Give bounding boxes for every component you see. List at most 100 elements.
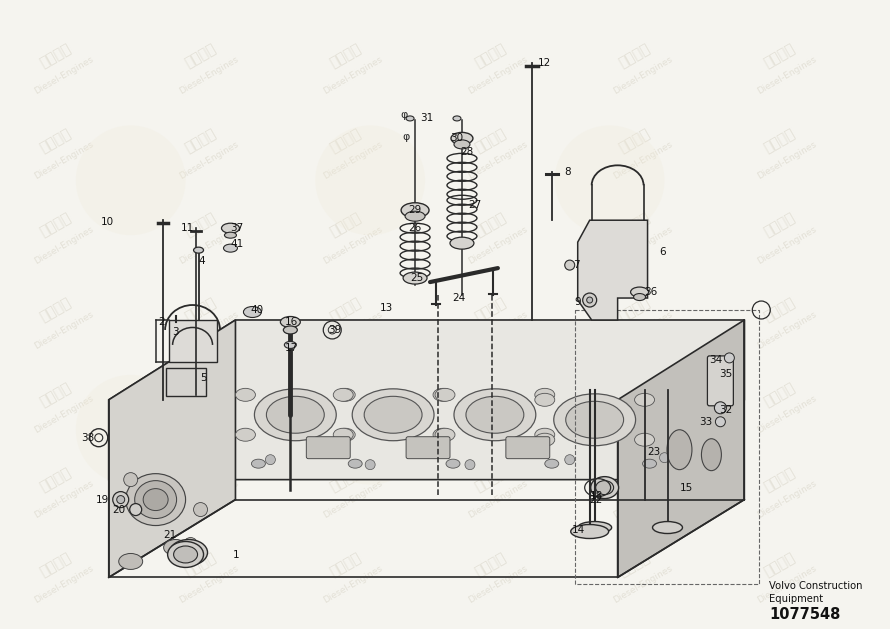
Circle shape [724,353,734,363]
Ellipse shape [134,481,176,518]
Circle shape [715,402,726,414]
Text: 16: 16 [285,317,297,327]
Text: 33: 33 [700,417,713,426]
Text: 紫发动力: 紫发动力 [328,550,363,579]
Text: Diesel-Engines: Diesel-Engines [611,479,674,520]
Text: Diesel-Engines: Diesel-Engines [322,479,384,520]
Text: 紫发动力: 紫发动力 [472,41,508,70]
Ellipse shape [545,459,559,468]
Text: 10: 10 [101,217,114,227]
Text: 紫发动力: 紫发动力 [328,126,363,155]
Ellipse shape [401,203,429,218]
Text: 紫发动力: 紫发动力 [617,550,652,579]
Text: 紫发动力: 紫发动力 [761,211,797,240]
Text: 35: 35 [719,369,732,379]
Text: 14: 14 [571,525,585,535]
Text: Diesel-Engines: Diesel-Engines [466,564,530,605]
Circle shape [565,260,575,270]
Text: 紫发动力: 紫发动力 [328,296,363,325]
Circle shape [587,297,593,303]
Circle shape [465,460,475,470]
Text: Diesel-Engines: Diesel-Engines [466,225,530,266]
Text: 20: 20 [113,504,125,515]
Ellipse shape [252,459,265,468]
Text: Diesel-Engines: Diesel-Engines [756,564,819,605]
Text: 6: 6 [659,247,666,257]
Text: 紫发动力: 紫发动力 [617,211,652,240]
Text: Diesel-Engines: Diesel-Engines [322,564,384,605]
Text: 1077548: 1077548 [769,608,841,622]
Ellipse shape [174,546,198,563]
Text: 紫发动力: 紫发动力 [182,296,219,325]
Text: 紫发动力: 紫发动力 [617,465,652,494]
Ellipse shape [554,394,635,446]
Ellipse shape [595,481,613,494]
Circle shape [124,472,138,487]
Ellipse shape [244,306,262,318]
Text: Diesel-Engines: Diesel-Engines [756,225,819,266]
Circle shape [716,417,725,426]
Text: Diesel-Engines: Diesel-Engines [177,309,239,350]
Circle shape [117,496,125,504]
Text: Diesel-Engines: Diesel-Engines [756,140,819,181]
Text: Diesel-Engines: Diesel-Engines [177,479,239,520]
Circle shape [183,538,198,552]
Ellipse shape [364,396,422,433]
Ellipse shape [224,232,237,238]
Ellipse shape [578,521,611,533]
Ellipse shape [435,388,455,401]
Ellipse shape [433,428,453,441]
Text: 24: 24 [452,293,465,303]
FancyBboxPatch shape [406,437,450,459]
Ellipse shape [222,223,239,233]
Text: 紫发动力: 紫发动力 [328,211,363,240]
Polygon shape [109,320,236,577]
Text: 7: 7 [573,260,579,270]
Circle shape [315,375,425,484]
Text: 紫发动力: 紫发动力 [472,126,508,155]
Circle shape [554,125,665,235]
Text: Volvo Construction: Volvo Construction [769,581,862,591]
Text: 1: 1 [232,550,239,560]
Text: 3: 3 [173,327,179,337]
Text: 紫发动力: 紫发动力 [472,381,508,409]
Circle shape [130,504,142,516]
Text: 8: 8 [565,167,571,177]
Ellipse shape [454,140,470,149]
FancyBboxPatch shape [708,356,733,406]
Text: 18: 18 [590,491,603,501]
Text: Diesel-Engines: Diesel-Engines [177,55,239,96]
Text: 紫发动力: 紫发动力 [761,465,797,494]
Text: 紫发动力: 紫发动力 [182,550,219,579]
Ellipse shape [433,388,453,401]
Text: 紫发动力: 紫发动力 [182,41,219,70]
Text: 紫发动力: 紫发动力 [617,296,652,325]
Ellipse shape [635,433,654,446]
Text: 38: 38 [81,433,94,443]
Ellipse shape [566,401,624,438]
Ellipse shape [406,116,414,121]
Text: 紫发动力: 紫发动力 [182,381,219,409]
Ellipse shape [266,396,324,433]
Ellipse shape [570,525,609,538]
Circle shape [565,455,575,465]
Ellipse shape [333,388,353,401]
Text: 紫发动力: 紫发动力 [761,41,797,70]
Text: Diesel-Engines: Diesel-Engines [177,564,239,605]
Ellipse shape [701,438,722,470]
Text: 紫发动力: 紫发动力 [38,126,74,155]
Ellipse shape [435,428,455,441]
Ellipse shape [193,247,204,253]
Ellipse shape [125,474,186,526]
Ellipse shape [403,272,427,284]
Ellipse shape [535,393,554,406]
Ellipse shape [352,389,434,441]
Text: 紫发动力: 紫发动力 [472,211,508,240]
Circle shape [659,453,669,463]
Ellipse shape [535,428,554,441]
Text: 紫发动力: 紫发动力 [38,296,74,325]
Text: 紫发动力: 紫发动力 [472,465,508,494]
Ellipse shape [591,477,619,499]
Circle shape [265,455,275,465]
Text: 25: 25 [410,273,424,283]
